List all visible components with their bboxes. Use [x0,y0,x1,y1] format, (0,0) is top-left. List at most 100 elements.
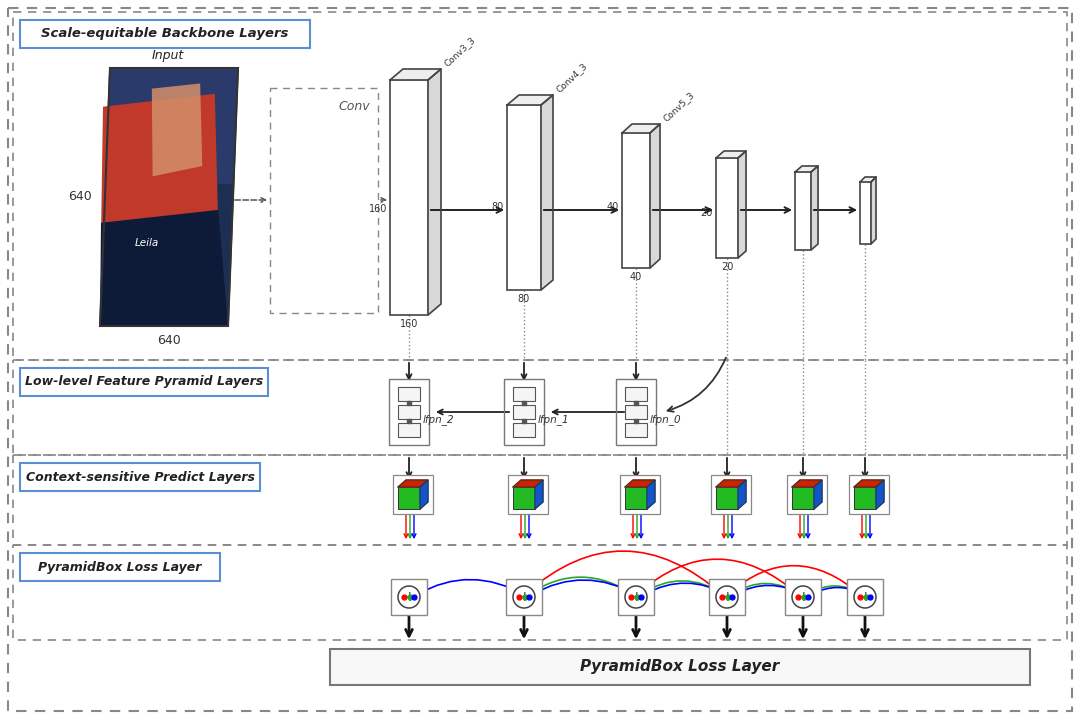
Polygon shape [428,69,441,315]
Polygon shape [399,480,428,487]
Polygon shape [870,177,876,244]
Bar [787,475,827,514]
Bar [504,379,544,445]
Polygon shape [102,93,218,236]
Text: Low-level Feature Pyramid Layers: Low-level Feature Pyramid Layers [25,375,264,388]
Text: Conv: Conv [338,100,370,113]
Polygon shape [650,124,660,268]
Text: +: + [721,590,733,604]
Circle shape [513,586,535,608]
Polygon shape [507,95,553,105]
Bar [13,545,1067,640]
Polygon shape [876,480,885,509]
Text: Leila: Leila [135,239,159,249]
Bar [393,475,433,514]
Polygon shape [100,210,228,326]
Text: 40: 40 [630,272,643,282]
Text: lfpn_0: lfpn_0 [650,415,681,426]
Bar [849,475,889,514]
Bar [513,423,535,437]
Text: Input: Input [151,49,184,62]
Bar [854,487,876,509]
Text: Conv5_3: Conv5_3 [661,90,696,123]
Circle shape [792,586,814,608]
Circle shape [625,586,647,608]
Bar [620,475,660,514]
Text: 80: 80 [491,202,504,212]
Bar [847,579,883,615]
Text: PyramidBox Loss Layer: PyramidBox Loss Layer [580,659,780,674]
Bar [389,379,429,445]
Bar [708,579,745,615]
Bar [508,475,548,514]
Bar [21,20,310,48]
Bar [21,463,260,491]
Bar [513,405,535,419]
Bar [625,423,647,437]
Polygon shape [716,151,746,158]
Bar [390,80,428,315]
Polygon shape [811,166,818,250]
Bar [716,158,738,258]
Bar [625,387,647,401]
Bar [513,487,535,509]
Polygon shape [647,480,654,509]
Bar [792,487,814,509]
Text: Context-sensitive Predict Layers: Context-sensitive Predict Layers [26,470,255,483]
Bar [507,105,541,290]
Polygon shape [795,166,818,172]
Text: 160: 160 [400,319,418,329]
Text: 640: 640 [68,191,92,203]
Bar [711,475,751,514]
Polygon shape [716,480,746,487]
Bar [622,133,650,268]
Bar [513,387,535,401]
Bar [399,387,420,401]
Bar [399,423,420,437]
Bar [399,405,420,419]
Polygon shape [105,68,238,184]
Bar [13,360,1067,455]
Text: Conv3_3: Conv3_3 [442,35,476,68]
Polygon shape [854,480,885,487]
Polygon shape [100,68,238,326]
Polygon shape [814,480,822,509]
Circle shape [399,586,420,608]
Bar [618,579,654,615]
Polygon shape [625,480,654,487]
Bar [270,88,378,313]
Bar [507,579,542,615]
Text: lfpn_1: lfpn_1 [538,415,569,426]
Text: 160: 160 [368,204,387,214]
Polygon shape [738,151,746,258]
Bar [330,649,1030,685]
Bar [616,379,656,445]
Polygon shape [738,480,746,509]
Bar [21,368,268,396]
Text: +: + [860,590,870,604]
Polygon shape [390,69,441,80]
Polygon shape [792,480,822,487]
Circle shape [854,586,876,608]
Bar [625,405,647,419]
Text: lfpn_2: lfpn_2 [423,415,455,426]
Text: 20: 20 [701,208,713,218]
Text: 80: 80 [518,294,530,304]
Polygon shape [152,83,202,176]
Text: 40: 40 [607,202,619,212]
Text: Scale-equitable Backbone Layers: Scale-equitable Backbone Layers [41,27,288,40]
Text: +: + [631,590,642,604]
Bar [716,487,738,509]
Text: +: + [797,590,809,604]
Text: +: + [403,590,415,604]
Text: PyramidBox Loss Layer: PyramidBox Loss Layer [38,561,202,574]
Polygon shape [622,124,660,133]
Polygon shape [420,480,428,509]
Polygon shape [541,95,553,290]
Bar [785,579,821,615]
Bar [21,553,220,581]
Text: 640: 640 [157,334,180,347]
Bar [625,487,647,509]
Circle shape [716,586,738,608]
Bar [860,182,870,244]
